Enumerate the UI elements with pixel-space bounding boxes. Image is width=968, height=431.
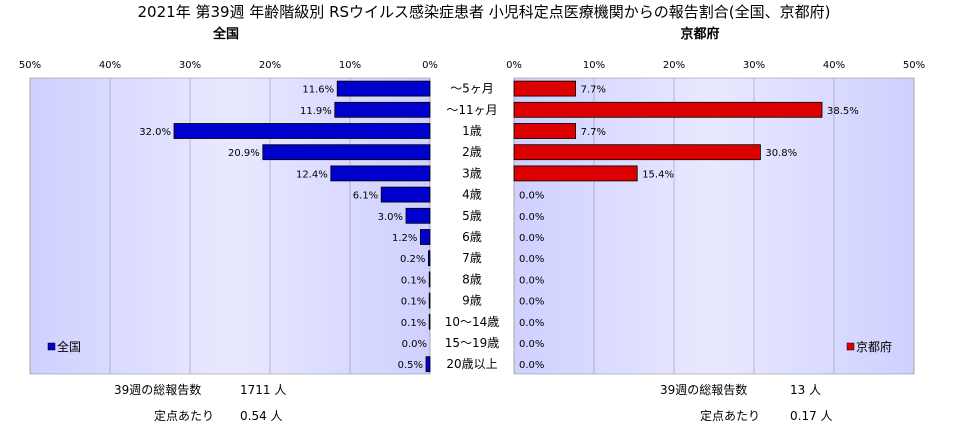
data-label-right: 0.0% xyxy=(519,360,544,371)
data-label-left: 0.1% xyxy=(401,318,426,329)
category-label: ～5ヶ月 xyxy=(450,82,494,96)
category-label: 20歳以上 xyxy=(446,357,497,371)
bar-right xyxy=(513,144,761,161)
data-label-right: 0.0% xyxy=(519,254,544,265)
x-tick-label-left: 50% xyxy=(19,60,41,71)
data-label-left: 0.1% xyxy=(401,275,426,286)
category-label: 3歳 xyxy=(462,166,482,180)
bar-left xyxy=(427,250,431,267)
ticks-left: 50% 40% 30% 20% 10% 0% xyxy=(19,60,438,71)
data-label-right: 0.0% xyxy=(519,191,544,202)
chart-title: 2021年 第39週 年齢階級別 RSウイルス感染症患者 小児科定点医療機関から… xyxy=(138,3,831,21)
subtitle-left: 全国 xyxy=(212,26,239,42)
data-label-left: 32.0% xyxy=(139,127,171,138)
bar-left xyxy=(428,292,431,309)
x-tick-label-left: 20% xyxy=(259,60,281,71)
data-label-left: 1.2% xyxy=(392,233,417,244)
data-label-right: 7.7% xyxy=(581,85,606,96)
bar-left xyxy=(428,271,431,288)
category-label: 9歳 xyxy=(462,294,482,308)
bar-right xyxy=(513,101,823,118)
x-tick-label-left: 0% xyxy=(422,60,438,71)
legend-label-left: 全国 xyxy=(57,339,81,354)
data-label-right: 0.0% xyxy=(519,339,544,350)
bar-left xyxy=(405,207,431,224)
legend-swatch-right xyxy=(846,342,855,351)
x-tick-label-left: 30% xyxy=(179,60,201,71)
bar-left xyxy=(428,313,431,330)
plot-area-left xyxy=(29,77,431,375)
data-label-right: 0.0% xyxy=(519,212,544,223)
x-tick-label-right: 0% xyxy=(506,60,522,71)
x-tick-label-left: 10% xyxy=(339,60,361,71)
bar-left xyxy=(419,229,431,245)
footer-left-total-label: 39週の総報告数 xyxy=(114,382,201,397)
footer-right-per-label: 定点あたり xyxy=(700,408,760,423)
x-tick-label-right: 20% xyxy=(663,60,685,71)
data-label-left: 0.0% xyxy=(402,339,427,350)
data-label-right: 0.0% xyxy=(519,297,544,308)
data-label-left: 11.6% xyxy=(302,85,334,96)
bar-left xyxy=(380,186,431,203)
x-tick-label-right: 10% xyxy=(583,60,605,71)
data-label-right: 7.7% xyxy=(581,127,606,138)
bars-left: 11.6% 11.9% 32.0% 20.9% 12.4% 6.1%3.0% 1.2% 0.2… xyxy=(139,80,431,373)
footer-left-per-value: 0.54 人 xyxy=(240,409,283,423)
data-label-right: 0.0% xyxy=(519,275,544,286)
data-label-left: 0.5% xyxy=(398,360,423,371)
x-tick-label-left: 40% xyxy=(99,60,121,71)
category-label: 15～19歳 xyxy=(445,336,500,350)
data-label-right: 15.4% xyxy=(642,169,674,180)
subtitle-right: 京都府 xyxy=(680,26,719,42)
footer-left-total-value: 1711 人 xyxy=(240,383,286,397)
legend-right: 京都府 xyxy=(846,339,892,354)
data-label-left: 6.1% xyxy=(353,191,378,202)
category-label: 1歳 xyxy=(462,124,482,138)
bar-left xyxy=(173,123,431,139)
data-label-right: 0.0% xyxy=(519,233,544,244)
plot-area-right xyxy=(513,77,915,375)
data-label-right: 30.8% xyxy=(765,148,797,159)
bar-left xyxy=(425,356,431,373)
bar-right xyxy=(513,165,638,182)
bar-left xyxy=(330,165,431,182)
footer-left-per-label: 定点あたり xyxy=(154,408,214,423)
data-label-left: 0.2% xyxy=(400,254,425,265)
footer-right-total-label: 39週の総報告数 xyxy=(660,382,747,397)
category-label: 6歳 xyxy=(462,230,482,244)
footer-right-total-value: 13 人 xyxy=(790,383,821,397)
footer-right-per-value: 0.17 人 xyxy=(790,409,833,423)
x-tick-label-right: 50% xyxy=(903,60,925,71)
data-label-right: 38.5% xyxy=(827,106,859,117)
category-label: 8歳 xyxy=(462,272,482,286)
category-label: 7歳 xyxy=(462,251,482,265)
category-label: 4歳 xyxy=(462,188,482,202)
data-label-left: 11.9% xyxy=(300,106,332,117)
bars-right: 7.7% 38.5% 7.7% 30.8% 15.4% 0.0% 0.0% 0.0% 0.0% 0… xyxy=(513,80,859,371)
category-label: 2歳 xyxy=(462,145,482,159)
data-label-right: 0.0% xyxy=(519,318,544,329)
legend-left: 全国 xyxy=(47,339,81,354)
x-tick-label-right: 40% xyxy=(823,60,845,71)
bar-left xyxy=(336,80,431,97)
category-label: ～11ヶ月 xyxy=(446,103,497,117)
category-label: 10～14歳 xyxy=(445,315,500,329)
data-label-left: 3.0% xyxy=(378,212,403,223)
legend-label-right: 京都府 xyxy=(856,339,892,354)
legend-swatch-left xyxy=(47,342,56,351)
data-label-left: 20.9% xyxy=(228,148,260,159)
category-label: 5歳 xyxy=(462,209,482,223)
bar-right xyxy=(513,123,576,139)
data-label-left: 0.1% xyxy=(401,297,426,308)
ticks-right: 0% 10% 20% 30% 40% 50% xyxy=(506,60,925,71)
categories: ～5ヶ月 ～11ヶ月 1歳 2歳 3歳 4歳 5歳 6歳 7歳 8歳 9歳 10～14歳 15～19歳 2… xyxy=(445,82,500,372)
x-tick-label-right: 30% xyxy=(743,60,765,71)
bar-left xyxy=(334,101,431,118)
bar-right xyxy=(513,80,576,97)
data-label-left: 12.4% xyxy=(296,169,328,180)
bar-left xyxy=(262,144,431,161)
